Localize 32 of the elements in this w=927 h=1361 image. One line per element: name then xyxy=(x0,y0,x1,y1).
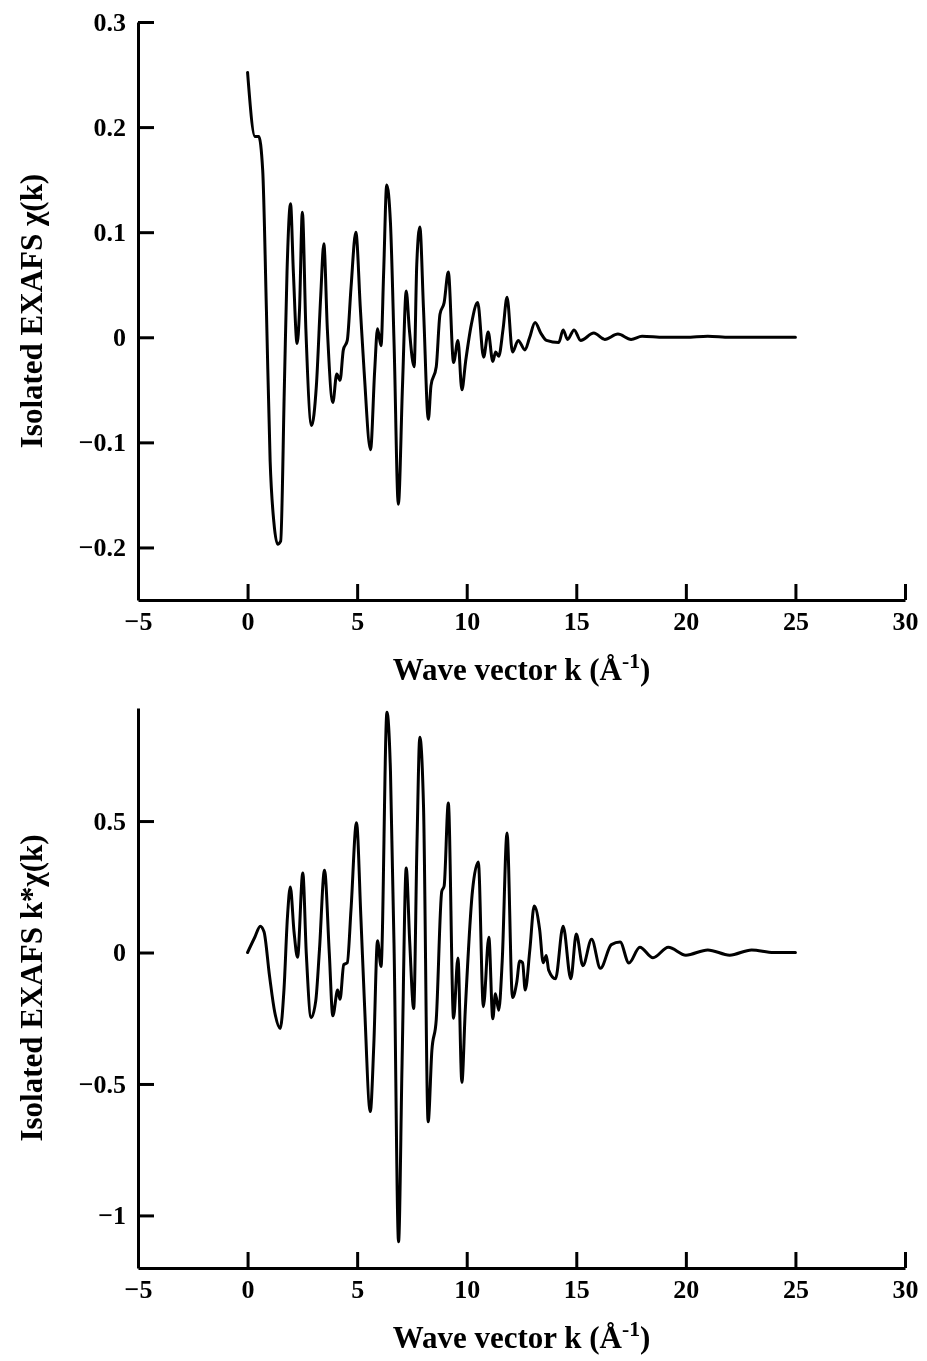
x-tick-label: 10 xyxy=(454,1275,481,1305)
y-tick-label: 0 xyxy=(113,938,126,968)
y-tick-label: 0.5 xyxy=(93,806,126,836)
x-tick-label: −5 xyxy=(124,607,153,637)
y-tick-label: −1 xyxy=(98,1201,126,1231)
x-tick-label: 15 xyxy=(563,1275,590,1305)
x-tick-label: 30 xyxy=(892,607,919,637)
y-tick-label: −0.1 xyxy=(78,428,126,458)
x-tick-label: 5 xyxy=(351,1275,365,1305)
x-axis-title: Wave vector k (Å$^{-1}$) xyxy=(392,1317,651,1355)
x-tick-label: 5 xyxy=(351,607,365,637)
y-tick-label: 0 xyxy=(113,323,126,353)
x-tick-label: 30 xyxy=(892,1275,919,1305)
y-tick-label: 0.1 xyxy=(93,218,126,247)
y-tick-label: −0.2 xyxy=(78,533,126,563)
x-tick-label: 20 xyxy=(673,1275,700,1305)
x-tick-label: −5 xyxy=(124,1275,153,1305)
x-tick-label: 0 xyxy=(241,1275,255,1305)
x-tick-label: 15 xyxy=(563,607,590,637)
y-tick-label: 0.2 xyxy=(93,112,126,142)
x-tick-label: 10 xyxy=(454,607,481,637)
x-tick-label: 20 xyxy=(673,607,700,637)
y-axis-title: Isolated EXAFS k*χ(k) xyxy=(14,834,49,1142)
x-tick-label: 0 xyxy=(241,607,255,637)
x-tick-label: 25 xyxy=(782,607,809,637)
y-tick-label: −0.5 xyxy=(78,1069,126,1099)
y-tick-label: 0.3 xyxy=(93,7,126,37)
line-series xyxy=(246,70,797,546)
x-axis-title: Wave vector k (Å$^{-1}$) xyxy=(392,649,651,687)
y-axis-title: Isolated EXAFS χ(k) xyxy=(14,173,49,449)
line-series xyxy=(246,710,797,1244)
x-tick-label: 25 xyxy=(782,1275,809,1305)
